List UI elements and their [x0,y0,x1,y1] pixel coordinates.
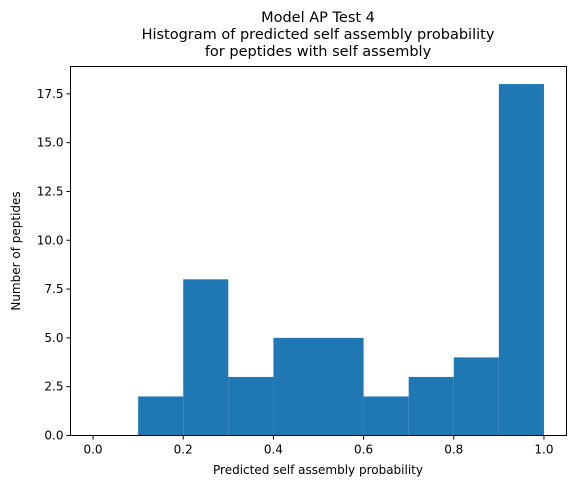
y-tick-label: 7.5 [44,282,63,296]
y-tick-label: 5.0 [44,331,63,345]
x-tick-label: 1.0 [534,443,553,457]
histogram-bar [498,84,544,436]
title-line-3: for peptides with self assembly [205,44,432,60]
y-tick-label: 0.0 [44,429,63,443]
y-tick-label: 2.5 [44,380,63,394]
histogram-bars [138,84,544,436]
histogram-bar [183,279,229,436]
plot-frame [70,66,567,436]
y-tick-label: 10.0 [37,233,64,247]
x-tick-label: 0.2 [174,443,193,457]
x-tick-label: 0.6 [354,443,373,457]
histogram-bar [408,376,454,436]
y-tick-label: 17.5 [37,87,64,101]
histogram-bar [138,396,184,436]
histogram-bar [273,337,319,436]
y-axis-ticks: 0.0 2.5 5.0 7.5 10.0 12.5 15.0 17.5 [37,87,71,443]
y-tick-label: 12.5 [37,184,64,198]
histogram-bar [318,337,364,436]
x-axis-label: Predicted self assembly probability [213,463,423,477]
x-tick-label: 0.8 [444,443,463,457]
chart-title: Model AP Test 4 Histogram of predicted s… [142,10,495,60]
title-line-1: Model AP Test 4 [261,10,375,26]
x-tick-label: 0.0 [83,443,102,457]
x-tick-label: 0.4 [264,443,283,457]
title-line-2: Histogram of predicted self assembly pro… [142,27,495,43]
y-tick-label: 15.0 [37,136,64,150]
histogram-bar [453,357,499,436]
x-axis-ticks: 0.0 0.2 0.4 0.6 0.8 1.0 [83,435,554,457]
y-axis-label: Number of peptides [9,191,23,310]
histogram-bar [363,396,409,436]
histogram-bar [228,376,274,436]
